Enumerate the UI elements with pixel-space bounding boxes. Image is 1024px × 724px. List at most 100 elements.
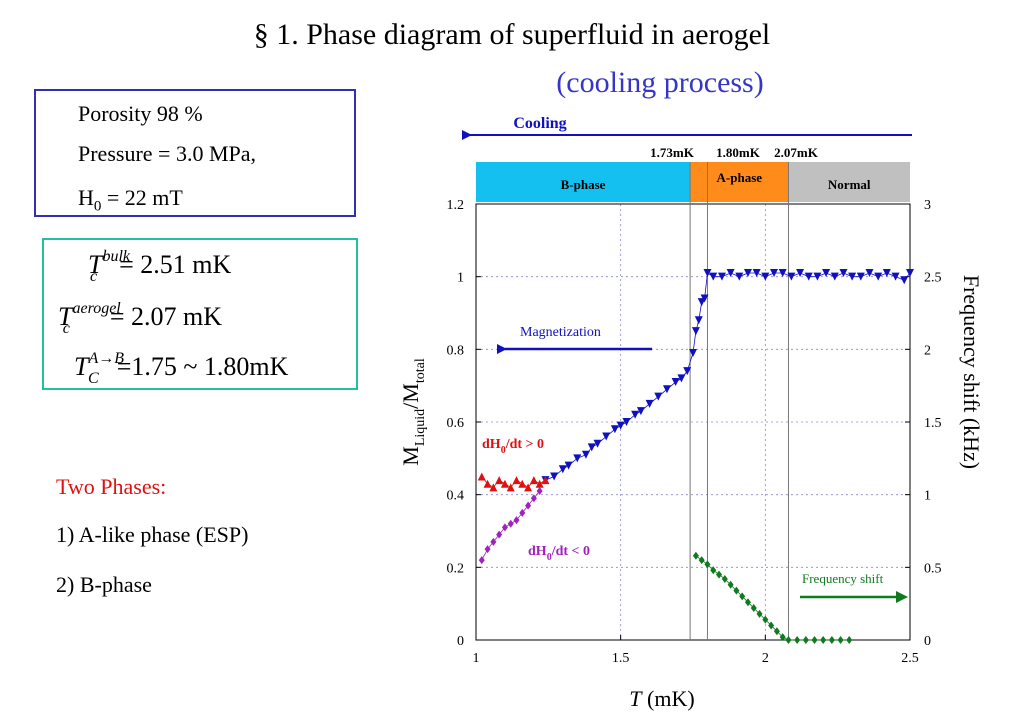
y2-tick-label: 1.5 [924, 416, 942, 431]
data-point-magnetization [587, 443, 596, 452]
data-point-warming [524, 483, 533, 492]
y2-tick-label: 0 [924, 634, 931, 649]
data-point-magnetization [743, 269, 752, 278]
field-value: = 22 mT [101, 185, 183, 210]
phase-band-label: Normal [828, 177, 871, 192]
frequency-arrow-head [896, 591, 908, 603]
data-point-frequency [802, 636, 809, 644]
data-point-cooling_field [490, 537, 497, 546]
data-point-frequency [811, 636, 818, 644]
tc-ab-sub: C [88, 370, 99, 387]
y2-tick-label: 3 [924, 198, 931, 213]
data-point-magnetization [581, 450, 590, 459]
magnetization-label: Magnetization [520, 325, 601, 340]
data-point-frequency [756, 609, 763, 618]
y2-tick-label: 2 [924, 343, 931, 358]
data-point-magnetization [752, 269, 761, 278]
data-point-warming [506, 483, 515, 492]
frequency-label: Frequency shift [802, 571, 884, 586]
y2-tick-label: 1 [924, 489, 931, 504]
data-point-magnetization [703, 269, 712, 278]
data-point-cooling_field [501, 523, 508, 532]
data-point-magnetization [564, 461, 573, 470]
data-point-frequency [692, 551, 699, 560]
tc-aerogel-symbol: T [58, 302, 73, 331]
x-tick-label: 1 [473, 651, 480, 666]
data-point-frequency [846, 636, 853, 644]
data-point-magnetization [822, 269, 831, 278]
y-tick-label: 0.2 [447, 561, 465, 576]
phase-item-a: 1) A-like phase (ESP) [56, 522, 249, 547]
data-point-magnetization [726, 269, 735, 278]
x-tick-label: 2 [762, 651, 769, 666]
data-point-magnetization [848, 272, 857, 281]
data-point-magnetization [839, 269, 848, 278]
data-point-warming [477, 472, 486, 481]
data-point-magnetization [700, 294, 709, 303]
data-point-magnetization [631, 410, 640, 419]
cooling-label: Cooling [513, 115, 566, 132]
data-point-magnetization [874, 272, 883, 281]
data-point-magnetization [856, 272, 865, 281]
data-point-cooling_field [525, 501, 532, 510]
phase-band-label: B-phase [561, 177, 606, 192]
temperatures-box: Tbulkc = 2.51 mK Taerogelc = 2.07 mK TA→BC… [42, 238, 358, 390]
data-point-magnetization [804, 272, 813, 281]
data-point-cooling_field [519, 508, 526, 517]
tc-bulk-symbol: T [88, 250, 103, 279]
data-point-frequency [710, 566, 717, 575]
data-point-cooling_field [530, 494, 537, 503]
slide-title: § 1. Phase diagram of superfluid in aero… [253, 18, 771, 51]
data-point-cooling_field [507, 519, 514, 528]
phase-band-label: A-phase [717, 170, 763, 185]
y-tick-label: 1 [457, 271, 464, 286]
data-point-warming [529, 476, 538, 485]
series-line-magnetization [545, 272, 911, 481]
data-point-magnetization [677, 374, 686, 383]
data-point-magnetization [906, 269, 914, 278]
data-point-magnetization [636, 407, 645, 416]
tc-bulk-sub: c [90, 268, 98, 285]
data-point-magnetization [683, 367, 692, 376]
y-tick-label: 0.6 [447, 416, 465, 431]
x-tick-label: 1.5 [612, 651, 630, 666]
data-point-magnetization [654, 392, 663, 401]
data-point-magnetization [717, 272, 726, 281]
phase-item-b: 2) B-phase [56, 572, 152, 597]
data-point-frequency [716, 570, 723, 579]
data-point-magnetization [689, 348, 697, 357]
porosity-text: Porosity 98 % [78, 101, 203, 126]
data-point-frequency [739, 592, 746, 601]
data-point-frequency [779, 633, 786, 642]
data-point-magnetization [796, 269, 805, 278]
data-point-magnetization [830, 272, 839, 281]
data-point-warming [512, 476, 521, 485]
data-point-frequency [820, 636, 827, 644]
x-tick-label: 2.5 [901, 651, 919, 666]
data-point-warming [489, 483, 498, 492]
tc-aerogel-value: = 2.07 mK [109, 302, 223, 331]
data-point-magnetization [900, 276, 909, 285]
data-point-warming [535, 479, 544, 488]
data-point-frequency [704, 560, 711, 569]
data-point-frequency [828, 636, 835, 644]
y2-tick-label: 0.5 [924, 561, 942, 576]
data-point-magnetization [573, 454, 582, 463]
data-point-frequency [794, 636, 801, 644]
phase-band-a-phase [690, 162, 789, 202]
data-point-magnetization [709, 272, 718, 281]
data-point-warming [495, 476, 504, 485]
tc-bulk-value: = 2.51 mK [119, 250, 232, 279]
data-point-magnetization [602, 432, 611, 441]
data-point-magnetization [550, 472, 559, 481]
data-point-cooling_field [484, 545, 491, 554]
data-point-warming [483, 479, 492, 488]
data-point-frequency [727, 580, 734, 589]
conditions-box: Porosity 98 % Pressure = 3.0 MPa, H0 = 2… [34, 89, 356, 217]
data-point-magnetization [882, 269, 891, 278]
slide-subtitle: (cooling process) [556, 66, 764, 99]
transition-label: 1.73mK [650, 145, 695, 160]
tc-ab-eq: TA→B C =1.75 ~ 1.80mK [74, 350, 288, 387]
warming-label: dH0/dt > 0 [482, 437, 544, 456]
data-point-magnetization [761, 272, 770, 281]
